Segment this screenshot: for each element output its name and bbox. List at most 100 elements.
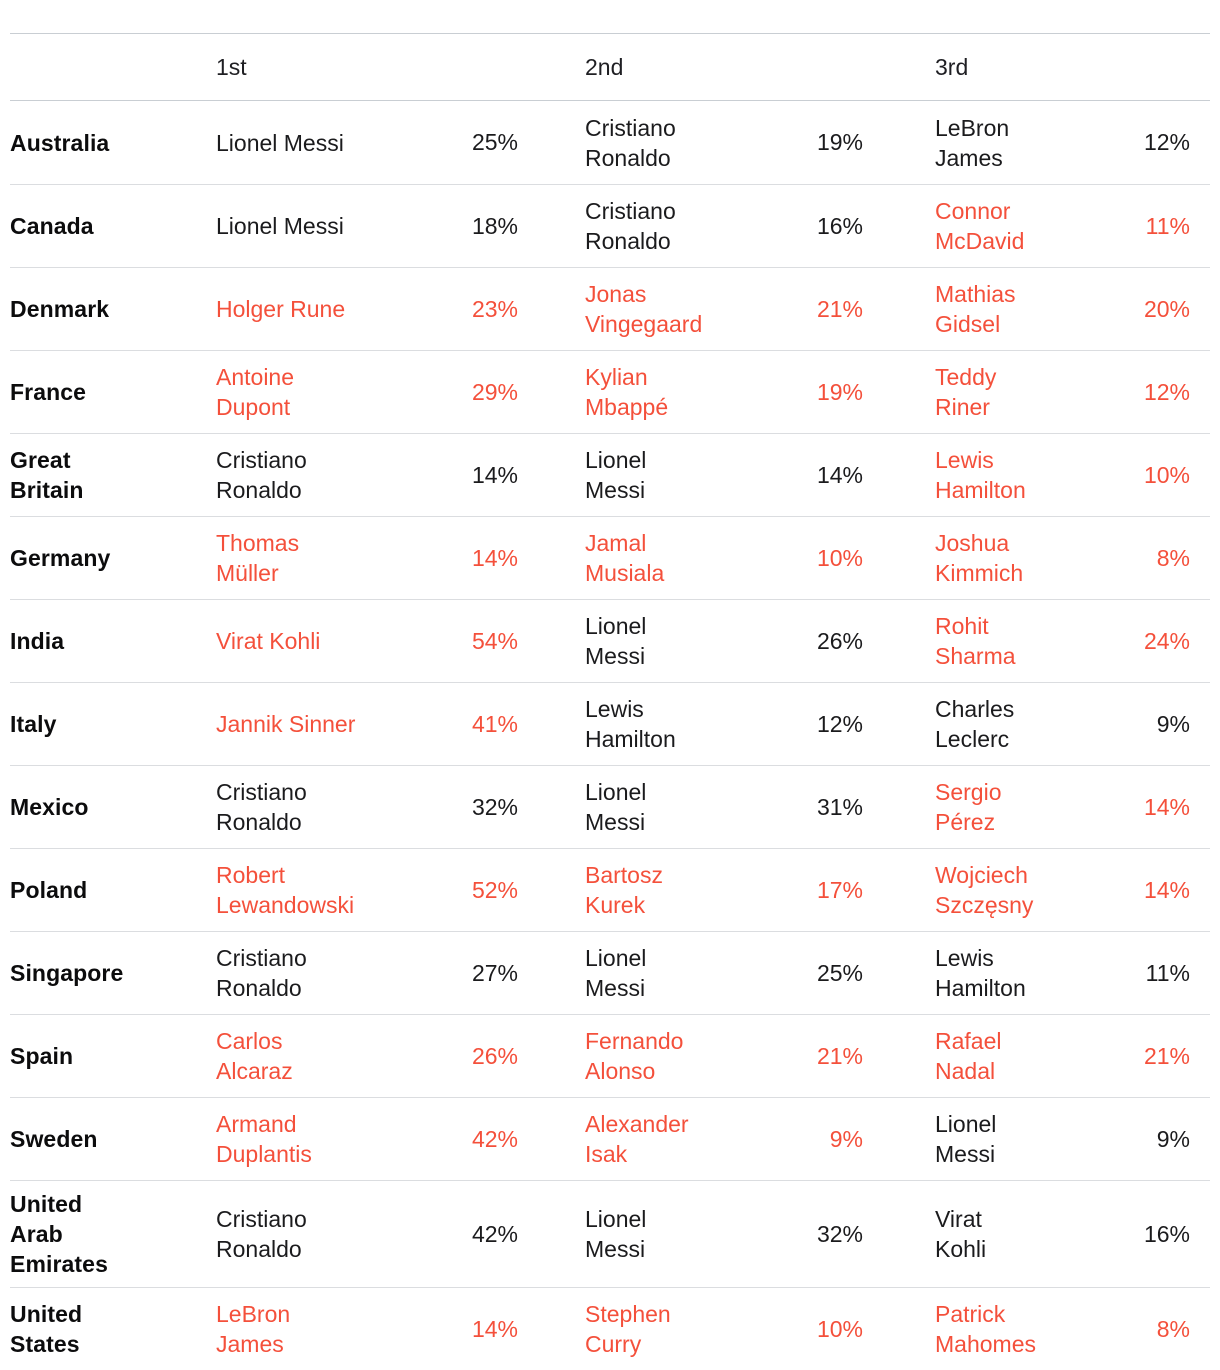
third-place-name: Joshua Kimmich	[935, 530, 1024, 586]
table-row: Mexico Cristiano Ronaldo 32% Lionel Mess…	[10, 765, 1210, 848]
table-row: Great Britain Cristiano Ronaldo 14% Lion…	[10, 433, 1210, 516]
first-place-name: Lionel Messi	[216, 129, 344, 156]
country-label: Singapore	[10, 960, 124, 986]
second-place-name: Lionel Messi	[585, 779, 647, 835]
second-place-name: Stephen Curry	[585, 1301, 671, 1357]
table-row: France Antoine Dupont 29% Kylian Mbappé …	[10, 350, 1210, 433]
second-place-name: Fernando Alonso	[585, 1028, 684, 1084]
second-place-percent: 25%	[816, 959, 863, 986]
country-label: United Arab Emirates	[10, 1191, 108, 1277]
table-row: Canada Lionel Messi 18% Cristiano Ronald…	[10, 184, 1210, 267]
country-label: Germany	[10, 545, 111, 571]
country-label: Australia	[10, 129, 110, 156]
third-place-name: Teddy Riner	[935, 364, 997, 420]
first-place-percent: 14%	[471, 544, 518, 571]
second-place-name: Lionel Messi	[585, 447, 647, 503]
second-place-percent: 17%	[816, 876, 863, 903]
first-place-percent: 52%	[471, 876, 518, 903]
table-header-row: 1st 2nd 3rd	[10, 33, 1210, 101]
second-place-name: Bartosz Kurek	[585, 862, 663, 918]
third-place-percent: 24%	[1143, 627, 1190, 654]
second-place-name: Jonas Vingegaard	[585, 281, 703, 337]
header-3rd: 3rd	[935, 53, 969, 80]
country-label: France	[10, 379, 87, 405]
country-label: Sweden	[10, 1126, 98, 1152]
third-place-percent: 16%	[1143, 1220, 1190, 1247]
first-place-name: Cristiano Ronaldo	[216, 447, 307, 503]
second-place-percent: 14%	[816, 461, 863, 488]
second-place-percent: 12%	[816, 710, 863, 737]
athlete-ranking-table: 1st 2nd 3rd Australia Lionel Messi 25% C…	[10, 33, 1210, 1370]
third-place-name: Rafael Nadal	[935, 1028, 1002, 1084]
table-body: Australia Lionel Messi 25% Cristiano Ron…	[10, 101, 1210, 1370]
second-place-percent: 16%	[816, 212, 863, 239]
country-label: United States	[10, 1301, 83, 1357]
second-place-percent: 19%	[816, 378, 863, 405]
third-place-name: Lewis Hamilton	[935, 447, 1026, 503]
third-place-name: Lionel Messi	[935, 1111, 997, 1167]
third-place-name: Lewis Hamilton	[935, 945, 1026, 1001]
first-place-name: Holger Rune	[216, 296, 346, 322]
first-place-percent: 26%	[471, 1042, 518, 1069]
country-label: Denmark	[10, 296, 110, 322]
first-place-percent: 32%	[471, 793, 518, 820]
table-row: Germany Thomas Müller 14% Jamal Musiala …	[10, 516, 1210, 599]
first-place-percent: 18%	[471, 212, 518, 239]
first-place-name: Thomas Müller	[216, 530, 300, 586]
second-place-name: Lewis Hamilton	[585, 696, 676, 752]
first-place-percent: 54%	[471, 627, 518, 654]
table-row: Australia Lionel Messi 25% Cristiano Ron…	[10, 101, 1210, 184]
second-place-name: Jamal Musiala	[585, 530, 665, 586]
second-place-percent: 10%	[816, 544, 863, 571]
second-place-name: Cristiano Ronaldo	[585, 198, 676, 254]
second-place-name: Alexander Isak	[585, 1111, 689, 1167]
third-place-percent: 9%	[1156, 710, 1190, 737]
second-place-name: Lionel Messi	[585, 1206, 647, 1262]
country-label: Mexico	[10, 794, 89, 820]
header-2nd: 2nd	[585, 53, 624, 80]
third-place-percent: 14%	[1143, 876, 1190, 903]
third-place-percent: 12%	[1143, 378, 1190, 405]
first-place-name: Lionel Messi	[216, 213, 344, 239]
first-place-percent: 41%	[471, 710, 518, 737]
third-place-name: Virat Kohli	[935, 1206, 987, 1262]
first-place-name: Cristiano Ronaldo	[216, 945, 307, 1001]
table-row: United Arab Emirates Cristiano Ronaldo 4…	[10, 1180, 1210, 1287]
first-place-name: Cristiano Ronaldo	[216, 779, 307, 835]
first-place-name: LeBron James	[216, 1301, 291, 1357]
third-place-name: Mathias Gidsel	[935, 281, 1016, 337]
third-place-name: Wojciech Szczęsny	[935, 862, 1034, 918]
first-place-name: Robert Lewandowski	[216, 862, 355, 918]
table-row: United States LeBron James 14% Stephen C…	[10, 1287, 1210, 1370]
first-place-percent: 25%	[471, 129, 518, 155]
country-label: Poland	[10, 877, 88, 903]
table-row: Italy Jannik Sinner 41% Lewis Hamilton 1…	[10, 682, 1210, 765]
third-place-percent: 8%	[1156, 1315, 1190, 1342]
second-place-percent: 21%	[816, 295, 863, 322]
third-place-percent: 14%	[1143, 793, 1190, 820]
first-place-percent: 14%	[471, 1315, 518, 1342]
first-place-name: Antoine Dupont	[216, 364, 295, 420]
first-place-percent: 29%	[471, 378, 518, 405]
country-label: Great Britain	[10, 447, 84, 503]
third-place-percent: 8%	[1156, 544, 1190, 571]
second-place-name: Lionel Messi	[585, 945, 647, 1001]
third-place-percent: 10%	[1143, 461, 1190, 488]
second-place-percent: 26%	[816, 627, 863, 654]
table-row: Spain Carlos Alcaraz 26% Fernando Alonso…	[10, 1014, 1210, 1097]
first-place-name: Virat Kohli	[216, 628, 321, 654]
first-place-name: Carlos Alcaraz	[216, 1028, 293, 1084]
country-label: India	[10, 628, 65, 654]
table-row: Singapore Cristiano Ronaldo 27% Lionel M…	[10, 931, 1210, 1014]
first-place-percent: 42%	[471, 1125, 518, 1152]
table-row: Denmark Holger Rune 23% Jonas Vingegaard…	[10, 267, 1210, 350]
first-place-name: Armand Duplantis	[216, 1111, 312, 1167]
first-place-percent: 23%	[471, 295, 518, 322]
third-place-percent: 9%	[1156, 1125, 1190, 1152]
table-row: Poland Robert Lewandowski 52% Bartosz Ku…	[10, 848, 1210, 931]
second-place-percent: 21%	[816, 1042, 863, 1069]
third-place-name: Charles Leclerc	[935, 696, 1015, 752]
second-place-percent: 10%	[816, 1315, 863, 1342]
first-place-percent: 14%	[471, 461, 518, 488]
third-place-name: Sergio Pérez	[935, 779, 1002, 835]
